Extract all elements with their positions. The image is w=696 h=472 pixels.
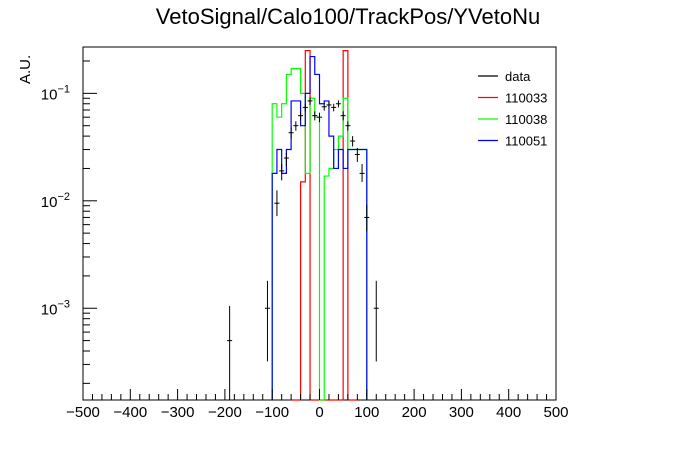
x-tick-label: 400 — [496, 404, 521, 421]
data-point — [326, 101, 332, 109]
x-tick-label: −300 — [161, 404, 195, 421]
y-tick-exponent: −1 — [57, 83, 70, 95]
data-point — [350, 136, 356, 147]
data-point — [283, 152, 289, 167]
legend: data 110033 110038 110051 — [478, 69, 547, 149]
data-point — [335, 100, 341, 108]
data-point — [298, 111, 304, 121]
legend-label-110051: 110051 — [505, 134, 547, 149]
data-point — [373, 280, 379, 362]
x-tick-label: −100 — [255, 404, 289, 421]
x-tick-label: −400 — [113, 404, 147, 421]
x-tick-label: 0 — [315, 404, 323, 421]
chart-title: VetoSignal/Calo100/TrackPos/YVetoNu — [156, 4, 540, 29]
x-tick-label: 100 — [354, 404, 379, 421]
data-point — [359, 164, 365, 182]
histogram-layer — [271, 49, 368, 401]
data-point — [288, 127, 294, 139]
data-point — [279, 164, 285, 181]
y-tick-label: 10−2 — [41, 191, 70, 211]
y-tick-label: 10−1 — [41, 83, 70, 103]
legend-label-data: data — [505, 69, 531, 84]
y-tick-exponent: −2 — [57, 191, 70, 203]
legend-label-110033: 110033 — [505, 91, 547, 106]
data-point — [264, 280, 270, 362]
y-tick-exponent: −3 — [57, 298, 70, 310]
x-axis: −500 −400 −300 −200 −100 0 100 200 300 400 500 — [66, 389, 569, 421]
y-tick-label: 10−3 — [41, 298, 70, 318]
data-point — [345, 121, 351, 131]
data-point — [274, 190, 280, 217]
y-axis-label: A.U. — [17, 55, 34, 84]
y-axis: 10−3 10−2 10−1 — [41, 60, 97, 384]
data-points-layer — [227, 97, 379, 400]
legend-label-110038: 110038 — [505, 112, 547, 127]
data-point — [293, 121, 299, 131]
series-110051-histogram — [271, 55, 368, 400]
x-tick-label: −500 — [66, 404, 100, 421]
data-point — [317, 112, 322, 123]
data-point — [364, 204, 370, 232]
data-point — [302, 103, 308, 112]
data-point — [354, 148, 360, 162]
data-point — [227, 305, 233, 400]
x-tick-label: 200 — [402, 404, 427, 421]
data-point — [307, 97, 313, 105]
data-point — [321, 103, 327, 111]
data-point — [340, 111, 346, 121]
data-point — [331, 103, 337, 112]
x-tick-label: 500 — [543, 404, 568, 421]
data-point — [312, 111, 318, 121]
x-tick-label: −200 — [208, 404, 242, 421]
x-tick-label: 300 — [449, 404, 474, 421]
